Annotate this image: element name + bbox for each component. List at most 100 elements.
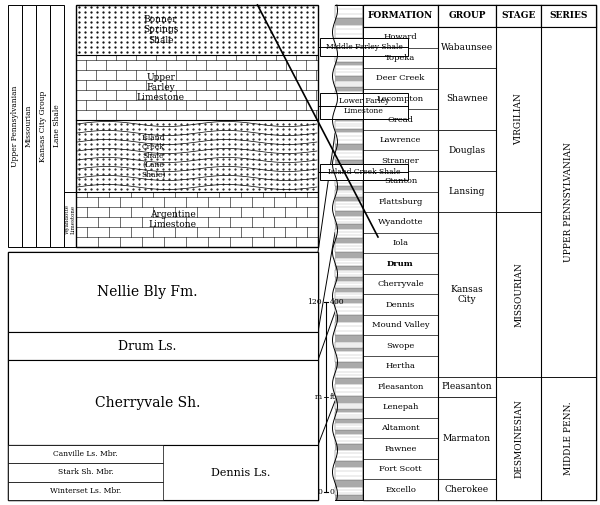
Bar [363,459,438,479]
Bar [363,294,438,315]
Bar [335,132,363,144]
Bar [335,304,363,316]
Bar [496,212,541,377]
Bar [363,150,438,171]
Bar [64,192,76,247]
Bar [335,200,363,211]
Text: Drum: Drum [387,260,414,268]
Bar [335,217,363,224]
Bar [335,487,363,495]
Bar [335,413,363,419]
Bar [335,480,363,487]
Bar [363,253,438,274]
Bar [335,252,363,258]
Text: Winterset Ls. Mbr.: Winterset Ls. Mbr. [50,487,121,495]
Text: Kansas City Group: Kansas City Group [39,90,47,162]
Text: Pleasanton: Pleasanton [377,383,424,391]
Bar [335,495,363,500]
Bar [335,160,363,165]
Bar [335,91,363,101]
Bar [8,482,163,500]
Text: Iola: Iola [392,239,409,247]
Text: Argentine
Limestone: Argentine Limestone [149,210,197,229]
Bar [335,242,363,252]
Bar [438,171,496,212]
Text: 120: 120 [307,298,322,306]
Bar [363,171,438,191]
Bar [335,87,363,91]
Bar [335,292,363,299]
Text: S: S [145,0,152,3]
Text: Stanton: Stanton [384,177,417,185]
Bar [8,252,318,500]
Bar [335,409,363,413]
Bar [438,212,496,377]
Bar [363,377,438,397]
Bar [36,5,50,247]
Bar [438,479,496,500]
Bar [335,384,363,396]
Bar [335,25,363,38]
Text: 0: 0 [330,488,335,496]
Bar [438,397,496,479]
Bar [8,252,318,332]
Bar [335,18,363,25]
Bar [335,266,363,270]
Bar [335,178,363,186]
Bar [363,233,438,253]
Bar [335,5,363,18]
Bar [363,212,438,233]
Bar [8,360,318,445]
Bar [335,316,363,322]
Text: Cherryvale Sh.: Cherryvale Sh. [95,395,200,410]
Bar [335,351,363,362]
Bar [335,449,363,461]
Bar [363,479,438,500]
Text: Oread: Oread [388,116,413,124]
Bar [335,107,363,116]
Bar [335,277,363,281]
Bar [335,116,363,121]
Bar [335,444,363,449]
Text: Cherryvale: Cherryvale [377,280,424,288]
Bar [335,423,363,430]
Text: Canville Ls. Mbr.: Canville Ls. Mbr. [53,450,118,458]
Bar [335,322,363,335]
Text: Hertha: Hertha [386,362,415,370]
Bar [335,150,363,160]
Bar [335,288,363,292]
Bar [335,165,363,173]
Bar [320,93,408,119]
Bar [363,5,438,27]
Bar [8,445,163,463]
Bar [496,377,541,500]
Bar [363,191,438,212]
Text: Douglas: Douglas [448,146,485,155]
Bar [363,418,438,438]
Text: Lower Farley
Limestone: Lower Farley Limestone [339,97,389,115]
Text: SERIES: SERIES [550,12,587,21]
Bar [335,467,363,480]
Text: 400: 400 [330,298,344,306]
Bar [541,27,596,377]
Text: Howard: Howard [383,33,418,41]
Bar [496,27,541,212]
Bar [335,173,363,178]
Bar [335,129,363,132]
Bar [335,396,363,403]
Bar [335,55,363,62]
Bar [335,281,363,288]
Text: Topeka: Topeka [385,54,416,62]
Text: MIDDLE PENN.: MIDDLE PENN. [564,401,573,475]
Bar [363,5,596,500]
Bar [438,27,496,68]
Bar [363,130,438,150]
Bar [335,430,363,434]
Bar [335,45,363,51]
Bar [335,419,363,423]
Bar [438,130,496,171]
Bar [320,38,408,56]
Bar [335,190,363,197]
Bar [335,238,363,242]
Text: Lecompton: Lecompton [377,95,424,103]
